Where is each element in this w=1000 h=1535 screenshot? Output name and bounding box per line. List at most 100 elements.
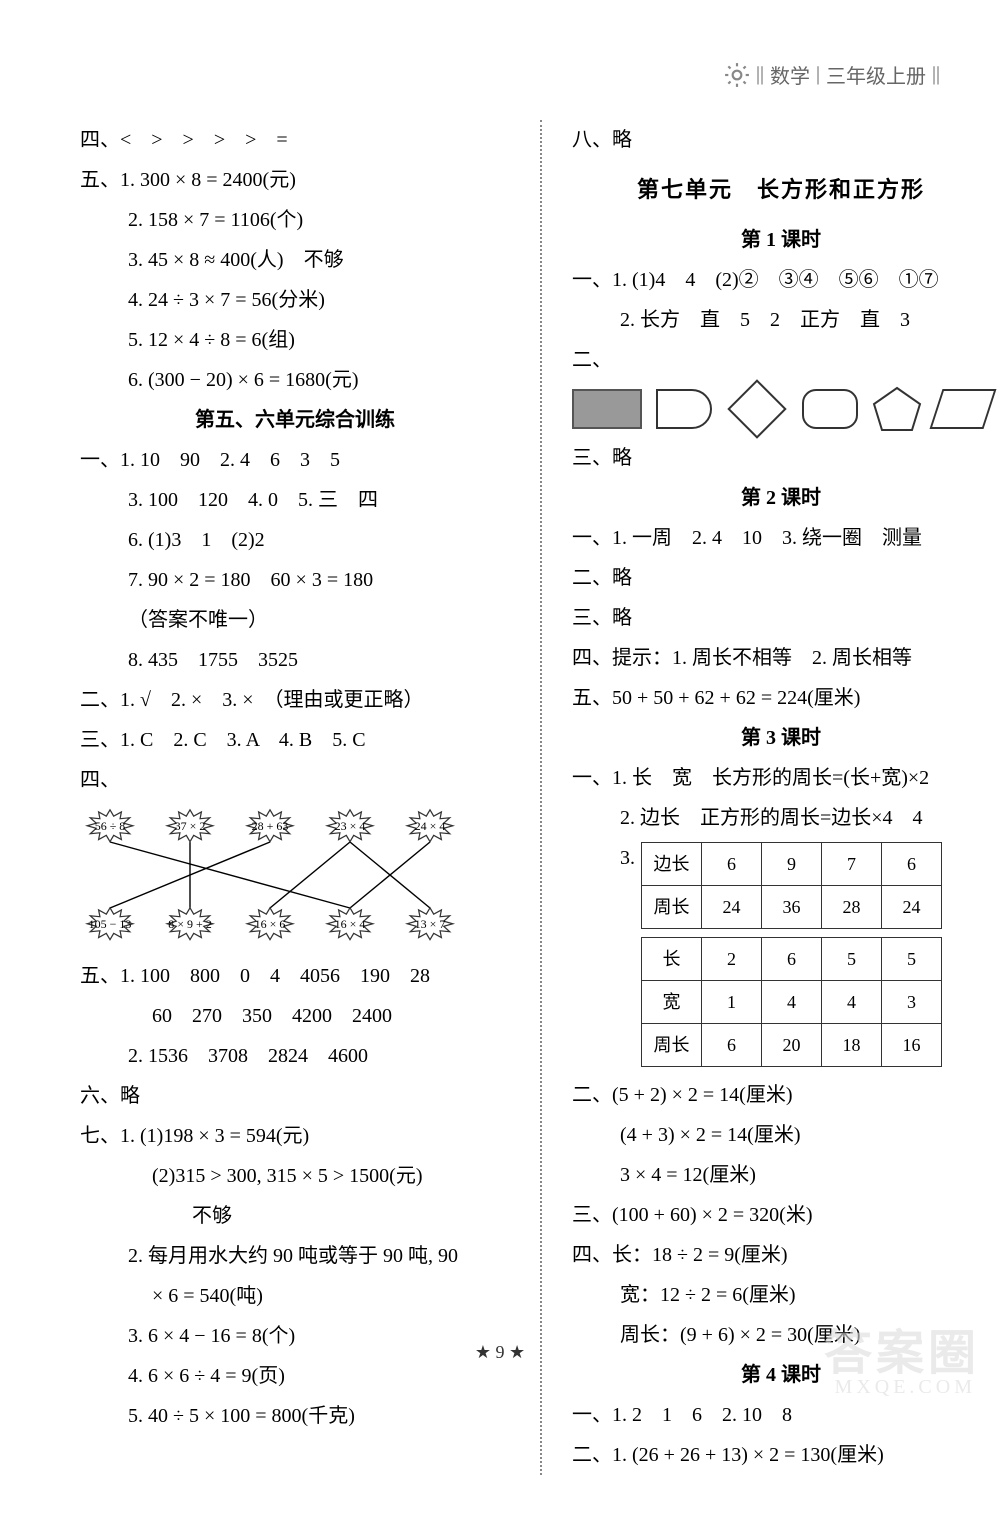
ans-line: 6. (300 − 20) × 6 = 1680(元): [80, 360, 510, 400]
lesson-heading: 第 1 课时: [572, 220, 990, 260]
table-cell: 宽: [642, 981, 702, 1024]
header-divider: ||: [932, 63, 940, 86]
ans-line: 二、1. (26 + 26 + 13) × 2 = 130(厘米): [572, 1435, 990, 1475]
ans-line: 2. 长方 直 5 2 正方 直 3: [572, 300, 990, 340]
ans-line: 五、1. 100 800 0 4 4056 190 28: [80, 956, 510, 996]
section-heading: 第五、六单元综合训练: [80, 400, 510, 440]
table-cell: 28: [822, 886, 882, 929]
table-cell: 20: [762, 1024, 822, 1067]
table-cell: 7: [822, 843, 882, 886]
section-label: 一、: [80, 449, 120, 471]
header-divider: |: [816, 63, 820, 86]
table-cell: 长: [642, 938, 702, 981]
table-cell: 4: [762, 981, 822, 1024]
table-label: 3.: [572, 838, 635, 878]
match-node: 56 ÷ 8: [78, 808, 142, 844]
match-node: 105 − 13: [78, 906, 142, 942]
table-cell: 18: [822, 1024, 882, 1067]
table-rect-perimeter: 长2655宽1443周长6201816: [641, 937, 942, 1067]
match-node: 37 × 2: [158, 808, 222, 844]
ans-line: 7. 90 × 2 = 180 60 × 3 = 180: [80, 560, 510, 600]
ans-line: 二、: [572, 340, 990, 380]
table-cell: 5: [822, 938, 882, 981]
gear-icon: [724, 62, 750, 88]
ans-line: 2. 158 × 7 = 1106(个): [80, 200, 510, 240]
ans-line: (2)315 > 300, 315 × 5 > 1500(元): [80, 1156, 510, 1196]
table-cell: 36: [762, 886, 822, 929]
watermark-url: MXQE.COM: [835, 1376, 976, 1399]
ans-line: 二、1. √ 2. × 3. × （理由或更正略）: [80, 680, 510, 720]
ans-line: 三、略: [572, 598, 990, 638]
table-cell: 2: [702, 938, 762, 981]
ans-line: 二、(5 + 2) × 2 = 14(厘米): [572, 1075, 990, 1115]
match-node: 24 × 4: [398, 808, 462, 844]
shapes-row: [572, 386, 990, 432]
unit-heading: 第七单元 长方形和正方形: [572, 168, 990, 212]
ans-text: 1. 10 90 2. 4 6 3 5: [120, 449, 340, 471]
column-divider: [540, 120, 542, 1475]
ans-line: 二、略: [572, 558, 990, 598]
ans-line: 六、略: [80, 1076, 510, 1116]
ans-line: 5. 12 × 4 ÷ 8 = 6(组): [80, 320, 510, 360]
table-cell: 16: [882, 1024, 942, 1067]
ans-line: 三、略: [572, 438, 990, 478]
table-cell: 6: [762, 938, 822, 981]
left-column: 四、< > > > > = 五、1. 300 × 8 = 2400(元) 2. …: [80, 120, 510, 1475]
table-cell: 9: [762, 843, 822, 886]
ans-line: 四、< > > > > =: [80, 120, 510, 160]
ans-line: 3. 45 × 8 ≈ 400(人) 不够: [80, 240, 510, 280]
header-divider: ||: [756, 63, 764, 86]
shape-rounded-rect: [802, 389, 858, 429]
shape-parallelogram: [930, 389, 997, 429]
ans-line: 2. 边长 正方形的周长=边长×4 4: [572, 798, 990, 838]
shape-rectangle-filled: [572, 389, 642, 429]
match-node: 23 × 4: [318, 808, 382, 844]
ans-line: 8. 435 1755 3525: [80, 640, 510, 680]
table-cell: 6: [882, 843, 942, 886]
ans-line: 五、50 + 50 + 62 + 62 = 224(厘米): [572, 678, 990, 718]
ans-line: 四、提示：1. 周长不相等 2. 周长相等: [572, 638, 990, 678]
ans-line: 一、1. 2 1 6 2. 10 8: [572, 1395, 990, 1435]
page-header: || 数学 | 三年级上册 ||: [724, 60, 940, 89]
ans-text: 1. 300 × 8 = 2400(元): [120, 169, 296, 191]
table-cell: 边长: [642, 843, 702, 886]
match-node: 8 × 9 + 2: [158, 906, 222, 942]
right-column: 八、略 第七单元 长方形和正方形 第 1 课时 一、1. (1)4 4 (2)②…: [572, 120, 990, 1475]
section-label: 五、: [80, 169, 120, 191]
ans-line: 一、1. 一周 2. 4 10 3. 绕一圈 测量: [572, 518, 990, 558]
ans-line: 五、1. 300 × 8 = 2400(元): [80, 160, 510, 200]
table-cell: 1: [702, 981, 762, 1024]
ans-line: 3. 100 120 4. 0 5. 三 四: [80, 480, 510, 520]
ans-line: 宽：12 ÷ 2 = 6(厘米): [572, 1275, 990, 1315]
match-node: 16 × 4: [318, 906, 382, 942]
table-square-perimeter: 边长6976周长24362824: [641, 842, 942, 929]
table-cell: 6: [702, 843, 762, 886]
ans-text: 1. 100 800 0 4 4056 190 28: [120, 965, 430, 987]
page-number: 9: [496, 1342, 505, 1362]
page-footer: ★ 9 ★: [0, 1342, 1000, 1363]
ans-line: 四、: [80, 760, 510, 800]
table-cell: 5: [882, 938, 942, 981]
table-cell: 周长: [642, 886, 702, 929]
ans-line: 不够: [80, 1196, 510, 1236]
match-node: 13 × 7: [398, 906, 462, 942]
ans-line: 三、(100 + 60) × 2 = 320(米): [572, 1195, 990, 1235]
ans-line: 一、1. 长 宽 长方形的周长=(长+宽)×2: [572, 758, 990, 798]
ans-line: (4 + 3) × 2 = 14(厘米): [572, 1115, 990, 1155]
table-cell: 24: [702, 886, 762, 929]
shape-diamond: [727, 379, 786, 438]
ans-line: 3 × 4 = 12(厘米): [572, 1155, 990, 1195]
shape-pentagon: [872, 386, 922, 432]
table-cell: 4: [822, 981, 882, 1024]
ans-line: 2. 每月用水大约 90 吨或等于 90 吨, 90: [80, 1236, 510, 1276]
table-cell: 3: [882, 981, 942, 1024]
table-cell: 周长: [642, 1024, 702, 1067]
lesson-heading: 第 3 课时: [572, 718, 990, 758]
table-cell: 24: [882, 886, 942, 929]
section-label: 七、: [80, 1125, 120, 1147]
ans-line: 三、1. C 2. C 3. A 4. B 5. C: [80, 720, 510, 760]
shape-halfround: [656, 389, 712, 429]
header-grade: 三年级上册: [826, 60, 926, 89]
ans-line: 七、1. (1)198 × 3 = 594(元): [80, 1116, 510, 1156]
match-node: 28 + 63: [238, 808, 302, 844]
